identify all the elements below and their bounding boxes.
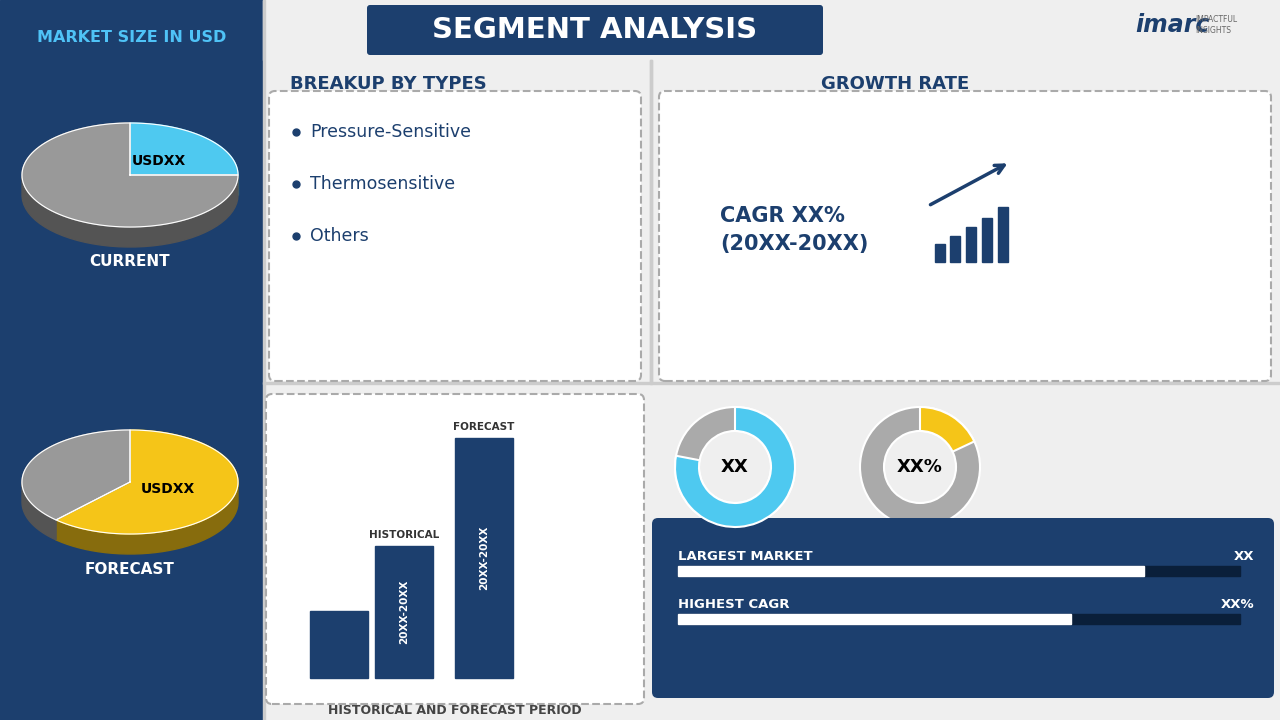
Text: FORECAST: FORECAST [84,562,175,577]
FancyBboxPatch shape [659,91,1271,381]
Text: Others: Others [310,227,369,245]
Bar [678,614,1071,624]
FancyBboxPatch shape [269,91,641,381]
Text: MARKET SIZE IN USD: MARKET SIZE IN USD [37,30,227,45]
Text: XX: XX [721,458,749,476]
Wedge shape [920,407,974,451]
Text: USDXX: USDXX [141,482,196,496]
Bar [310,611,369,678]
Bar [262,0,1280,60]
Bar [998,207,1009,262]
Text: CURRENT: CURRENT [90,254,170,269]
Text: HIGHEST CAGR: HIGHEST CAGR [678,598,790,611]
Polygon shape [56,482,238,554]
Text: XX%: XX% [1220,598,1254,611]
Bar [950,236,960,262]
Text: USDXX: USDXX [132,154,186,168]
Bar [678,614,1240,624]
Text: GROWTH RATE: GROWTH RATE [820,75,969,93]
Bar [265,386,652,720]
Polygon shape [56,430,238,534]
Polygon shape [22,482,56,540]
Bar [650,60,652,382]
Text: SEGMENT ANALYSIS: SEGMENT ANALYSIS [433,16,758,44]
Bar [262,0,265,720]
Text: BREAKUP BY TYPES: BREAKUP BY TYPES [291,75,486,93]
Polygon shape [22,123,238,227]
Bar [678,566,1144,576]
Wedge shape [675,407,795,527]
Text: LARGEST MARKET: LARGEST MARKET [678,549,813,562]
Bar [966,227,977,262]
FancyBboxPatch shape [367,5,823,55]
Bar [678,566,1240,576]
Text: XX: XX [1234,549,1254,562]
Text: CAGR XX%
(20XX-20XX): CAGR XX% (20XX-20XX) [719,206,868,254]
Text: FORECAST: FORECAST [453,422,515,432]
Wedge shape [675,407,795,527]
Bar [652,386,1280,720]
Bar [262,382,1280,384]
Bar [375,546,433,678]
FancyBboxPatch shape [652,518,1274,698]
Text: Pressure-Sensitive: Pressure-Sensitive [310,123,471,141]
Bar [934,244,945,262]
FancyBboxPatch shape [266,394,644,704]
Polygon shape [131,123,238,175]
Text: Thermosensitive: Thermosensitive [310,175,456,193]
Polygon shape [22,175,238,247]
Text: HISTORICAL AND FORECAST PERIOD: HISTORICAL AND FORECAST PERIOD [328,704,582,718]
FancyArrowPatch shape [931,165,1004,204]
Text: XX%: XX% [897,458,943,476]
Text: HISTORICAL: HISTORICAL [369,530,439,540]
Wedge shape [860,407,980,527]
Bar [0,0,262,720]
Text: imarc: imarc [1135,13,1210,37]
Text: 20XX-20XX: 20XX-20XX [399,580,410,644]
Bar [650,60,652,384]
Bar [982,218,992,262]
Bar [454,438,513,678]
Polygon shape [22,430,131,520]
Text: IMPACTFUL
INSIGHTS: IMPACTFUL INSIGHTS [1196,14,1238,35]
Text: 20XX-20XX: 20XX-20XX [479,526,489,590]
